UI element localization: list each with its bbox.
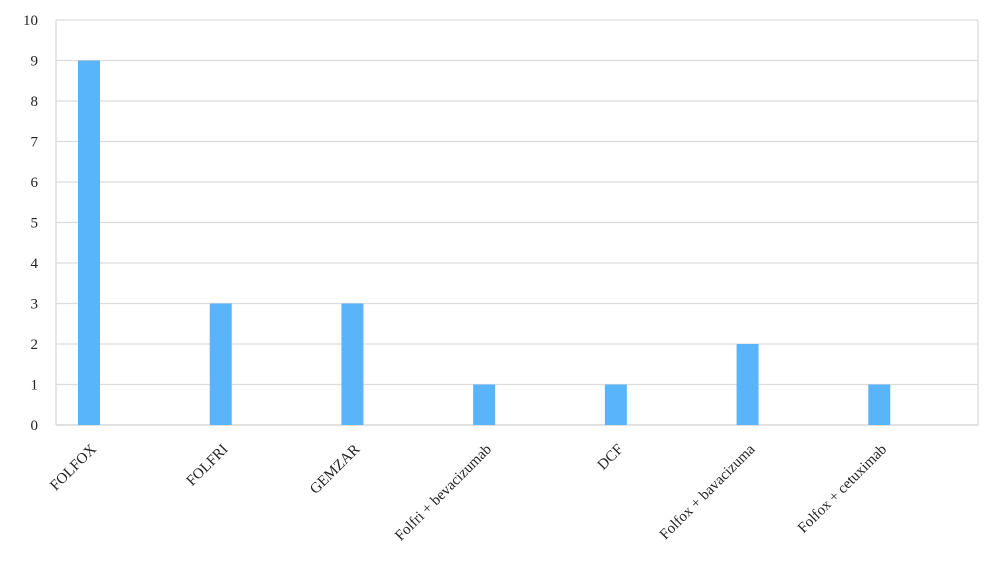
y-tick-label: 0 [31, 418, 39, 434]
y-tick-label: 5 [31, 216, 39, 232]
x-category-label: Folfox + cetuximab [795, 442, 890, 537]
x-category-label: Folfox + bavacizuma [657, 441, 759, 543]
y-axis-ticks: 0 1 2 3 4 5 6 7 8 9 10 [23, 13, 39, 434]
gridlines [55, 19, 979, 426]
y-tick-label: 8 [31, 94, 39, 110]
bars [78, 60, 891, 425]
x-axis-labels: FOLFOX FOLFRI GEMZAR Folfri + bevacizumab DC… [47, 441, 890, 544]
x-category-label: FOLFOX [47, 441, 100, 494]
y-tick-label: 3 [31, 297, 39, 313]
y-tick-label: 1 [31, 378, 39, 394]
y-tick-label: 7 [31, 135, 39, 151]
bar-folfox-cetuximab [868, 384, 891, 425]
x-category-label: DCF [595, 442, 627, 474]
x-category-label: GEMZAR [307, 442, 363, 498]
y-tick-label: 6 [31, 175, 39, 191]
bar-gemzar [341, 303, 364, 425]
x-category-label: FOLFRI [184, 442, 232, 490]
y-tick-label: 9 [31, 54, 39, 70]
bar-folfox [78, 60, 100, 425]
bar-dcf [604, 384, 627, 425]
bar-folfox-bavacizuma [736, 344, 759, 425]
y-tick-label: 2 [31, 337, 39, 353]
bar-folfri [209, 303, 232, 425]
y-tick-label: 10 [23, 13, 38, 29]
y-tick-label: 4 [31, 256, 39, 272]
bar-folfri-bevacizumab [473, 384, 496, 425]
x-category-label: Folfri + bevacizumab [392, 442, 495, 545]
